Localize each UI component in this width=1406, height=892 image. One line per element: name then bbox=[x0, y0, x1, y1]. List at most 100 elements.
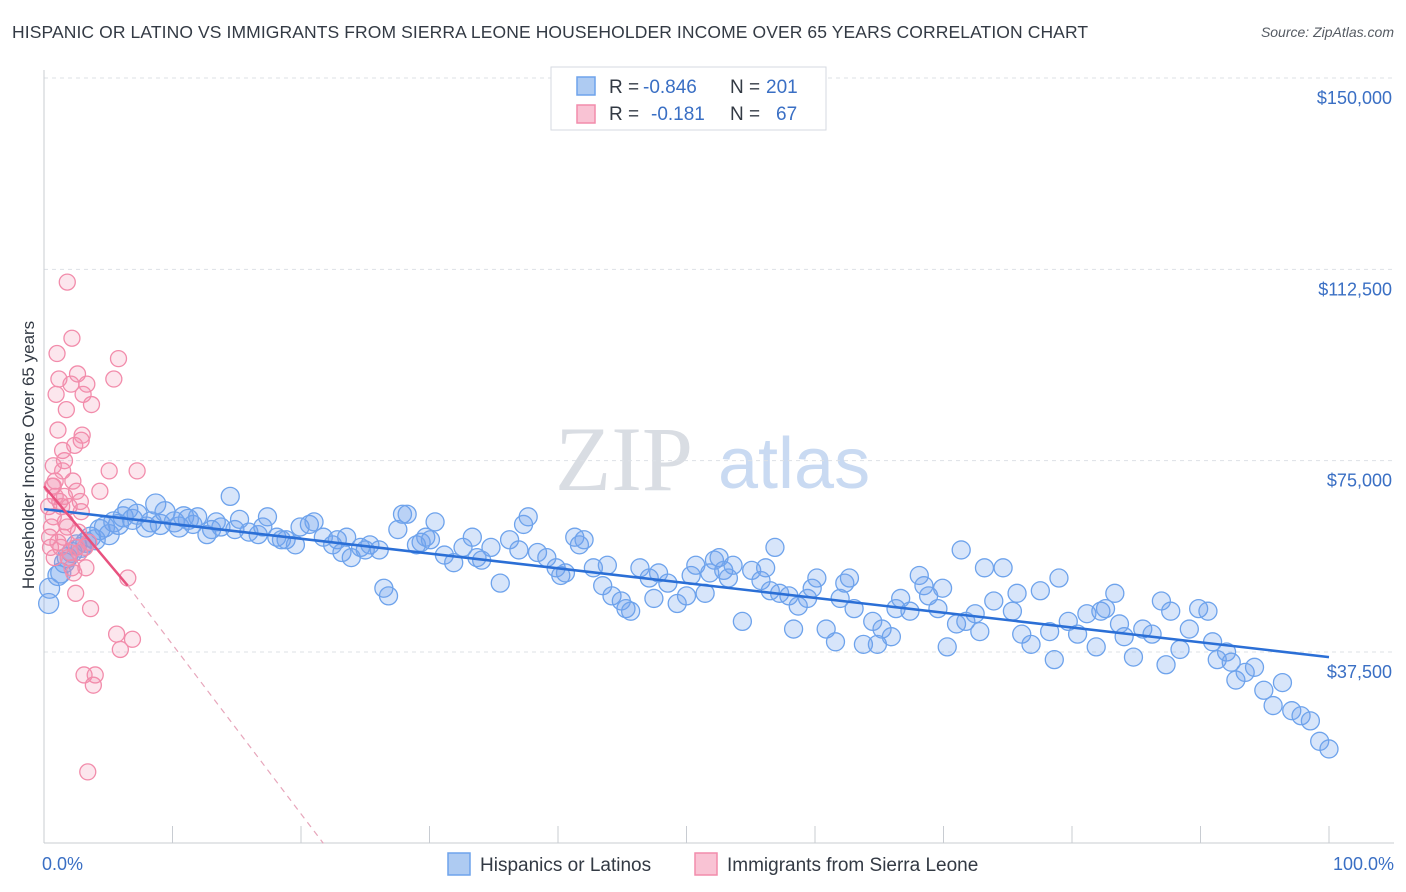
hispanic-point bbox=[378, 586, 399, 606]
watermark: ZIP atlas bbox=[555, 408, 870, 510]
hispanic-point bbox=[984, 591, 1004, 611]
hispanic-point bbox=[900, 601, 920, 621]
hispanic-point bbox=[1254, 680, 1274, 700]
hispanic-point bbox=[765, 537, 785, 558]
sierra-leone-point bbox=[123, 630, 142, 648]
hispanic-point bbox=[839, 568, 860, 588]
y-tick-label-1: $75,000 bbox=[1327, 471, 1392, 491]
hispanic-point bbox=[253, 517, 273, 537]
hispanic-point bbox=[574, 530, 594, 550]
sierra-leone-point bbox=[77, 559, 95, 577]
hispanic-point bbox=[1049, 568, 1069, 588]
legend-n-value-1: 201 bbox=[766, 77, 798, 98]
x-tick-labels: 0.0% 100.0% bbox=[42, 854, 1394, 874]
watermark-zip: ZIP bbox=[555, 408, 693, 510]
hispanic-point bbox=[853, 634, 874, 654]
sierra-leone-point bbox=[72, 431, 90, 449]
legend-box bbox=[550, 66, 827, 131]
hispanic-point bbox=[993, 558, 1013, 578]
legend-n-value-2: 67 bbox=[776, 104, 797, 125]
hispanic-point bbox=[951, 540, 971, 560]
hispanic-point bbox=[285, 535, 306, 555]
correlation-legend: R = -0.846 N = 201 R = -0.181 N = 67 bbox=[550, 66, 827, 131]
hispanic-trend-line bbox=[43, 507, 1330, 659]
y-tick-label-3: $150,000 bbox=[1317, 88, 1392, 108]
hispanic-point bbox=[38, 592, 60, 615]
hispanic-point bbox=[1291, 706, 1311, 726]
hispanic-point bbox=[658, 573, 678, 593]
hispanic-point bbox=[1272, 672, 1293, 693]
hispanic-point bbox=[932, 578, 953, 598]
hispanic-point bbox=[388, 519, 408, 540]
hispanic-point bbox=[397, 504, 417, 524]
hispanic-point bbox=[1044, 650, 1064, 670]
hispanic-point bbox=[1123, 647, 1144, 667]
series-sierra-leone-points bbox=[40, 273, 146, 781]
hispanic-point bbox=[1235, 662, 1255, 683]
hispanic-point bbox=[490, 573, 510, 593]
hispanic-point bbox=[937, 637, 957, 657]
hispanic-point bbox=[1021, 634, 1041, 654]
sierra-leone-point bbox=[57, 400, 75, 419]
hispanic-point bbox=[620, 601, 641, 621]
sierra-leone-point bbox=[128, 462, 146, 480]
sierra-leone-point bbox=[78, 375, 96, 393]
sierra-leone-point bbox=[81, 599, 100, 618]
hispanic-point bbox=[970, 621, 990, 642]
hispanic-point bbox=[807, 568, 827, 588]
hispanic-point bbox=[1216, 642, 1237, 662]
hispanic-point bbox=[1170, 639, 1190, 660]
sierra-leone-point bbox=[58, 273, 76, 291]
sierra-leone-point bbox=[67, 584, 85, 602]
hispanic-point bbox=[392, 504, 413, 524]
hispanic-point bbox=[1300, 711, 1321, 731]
chart-title: HISPANIC OR LATINO VS IMMIGRANTS FROM SI… bbox=[12, 22, 1089, 42]
hispanic-point bbox=[444, 553, 464, 573]
legend-swatch-pink bbox=[576, 104, 596, 124]
y-tick-label-2: $112,500 bbox=[1318, 279, 1392, 299]
sierra-leone-trend-extension bbox=[127, 585, 324, 844]
hispanic-point bbox=[1114, 627, 1134, 647]
hispanic-point bbox=[1002, 601, 1023, 621]
legend-r-label-1: R = bbox=[609, 77, 639, 98]
bottom-legend-swatch-blue bbox=[447, 852, 471, 876]
hispanic-point bbox=[1040, 621, 1060, 642]
x-tick-label-start: 0.0% bbox=[42, 854, 83, 874]
sierra-leone-point bbox=[46, 472, 64, 490]
hispanic-point bbox=[644, 588, 664, 609]
sierra-leone-trend-line bbox=[43, 485, 129, 587]
hispanic-point bbox=[1179, 619, 1199, 639]
sierra-leone-point bbox=[86, 666, 104, 684]
hispanic-point bbox=[909, 565, 929, 586]
hispanic-point bbox=[1221, 652, 1241, 672]
hispanic-point bbox=[1156, 655, 1176, 675]
sierra-leone-point bbox=[63, 559, 81, 577]
sierra-leone-point bbox=[48, 344, 66, 363]
hispanic-point bbox=[755, 558, 776, 578]
hispanic-point bbox=[420, 530, 441, 550]
sierra-leone-point bbox=[100, 462, 118, 480]
source-label: Source: ZipAtlas.com bbox=[1260, 24, 1394, 40]
hispanic-point bbox=[481, 537, 501, 558]
hispanic-point bbox=[336, 527, 357, 547]
hispanic-point bbox=[425, 512, 445, 532]
hispanic-point bbox=[369, 540, 389, 560]
hispanic-point bbox=[518, 507, 538, 527]
y-axis-label: Householder Income Over 65 years bbox=[19, 321, 38, 589]
hispanic-point bbox=[1030, 581, 1050, 601]
sierra-leone-point bbox=[107, 625, 126, 643]
hispanic-point bbox=[881, 627, 902, 647]
hispanic-point bbox=[676, 586, 697, 606]
hispanic-point bbox=[1263, 695, 1283, 716]
y-tick-label-0: $37,500 bbox=[1327, 662, 1392, 682]
hispanic-point bbox=[928, 598, 948, 619]
legend-swatch-blue bbox=[576, 76, 596, 96]
legend-r-value-2: -0.181 bbox=[651, 104, 705, 125]
hispanic-point bbox=[211, 517, 231, 537]
sierra-leone-point bbox=[79, 763, 97, 781]
hispanic-point bbox=[1095, 598, 1116, 619]
trend-lines bbox=[43, 485, 1330, 844]
hispanic-point bbox=[1007, 583, 1027, 603]
sierra-leone-point bbox=[105, 370, 123, 388]
